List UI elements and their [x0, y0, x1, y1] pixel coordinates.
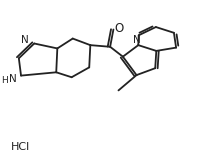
Text: N: N: [9, 74, 17, 84]
Text: N: N: [21, 35, 29, 45]
Text: N: N: [133, 35, 141, 45]
Text: H: H: [1, 76, 8, 85]
Text: O: O: [114, 22, 124, 35]
Text: HCl: HCl: [11, 142, 30, 152]
